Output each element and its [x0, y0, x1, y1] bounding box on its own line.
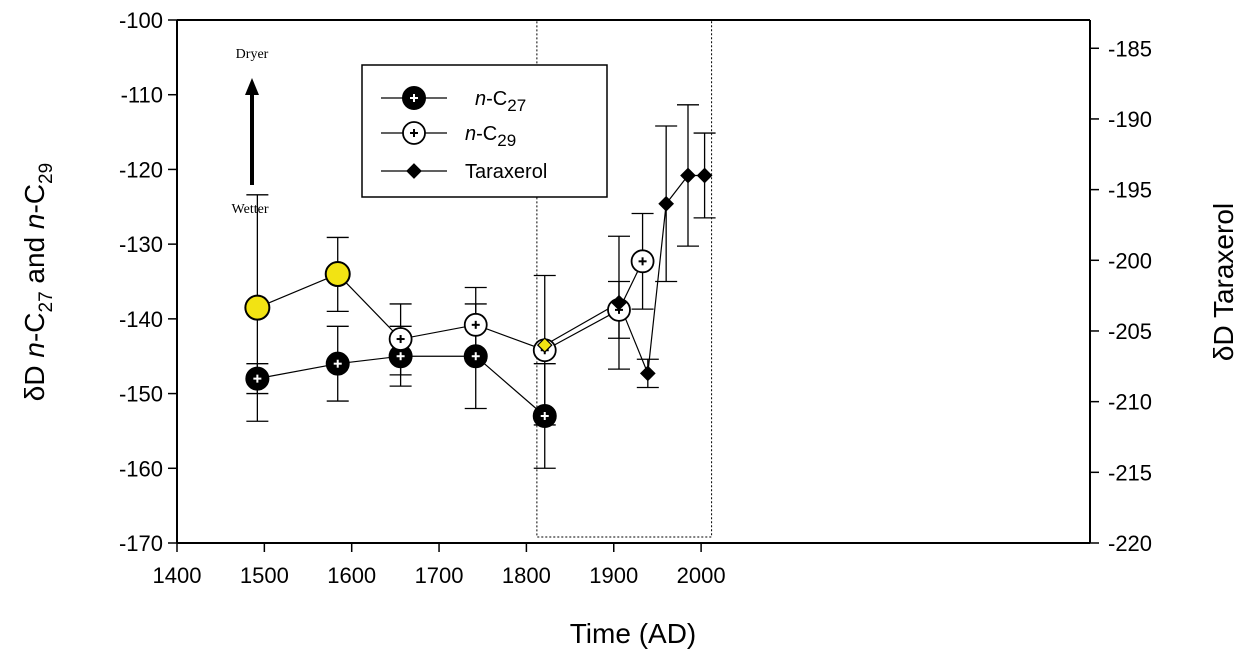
y-left-tick-label: -100 — [119, 8, 163, 33]
y-left-title-sub1: 27 — [36, 291, 57, 312]
series-layer — [244, 104, 716, 469]
markers-n-c27 — [245, 344, 557, 428]
legend-label-nc29: n-C29 — [465, 123, 516, 150]
data-point — [324, 261, 351, 288]
errorbars-n-c29 — [246, 194, 654, 426]
legend-item-taraxerol: Taraxerol — [381, 161, 547, 183]
legend-marker-nc27 — [402, 86, 426, 110]
data-point — [639, 365, 656, 382]
legend-marker-nc29 — [402, 121, 426, 145]
legend: n-C27 n-C29 Taraxerol — [361, 64, 608, 198]
y-right-tick-label: -190 — [1108, 107, 1152, 132]
y-left-tick-label: -120 — [119, 157, 163, 182]
legend-marker-taraxerol — [406, 163, 422, 179]
dryer-arrow-head — [245, 78, 259, 95]
y-left-title-n1: n — [19, 342, 50, 358]
x-tick-label: 1900 — [589, 563, 638, 588]
series-line-n-c29 — [257, 261, 644, 351]
legend-item-nc29: n-C29 — [381, 121, 516, 150]
data-point — [658, 195, 675, 212]
y-left-title-delta: δ — [19, 386, 50, 402]
y-left-title-c1: -C — [19, 312, 50, 342]
x-tick-label: 1800 — [502, 563, 551, 588]
data-point — [680, 167, 696, 184]
legend-label-taraxerol: Taraxerol — [465, 161, 547, 183]
y-right-tick-label: -205 — [1108, 319, 1152, 344]
x-ticks: 1400 1500 1600 1700 1800 1900 2000 — [153, 543, 726, 588]
y-left-tick-label: -170 — [119, 531, 163, 556]
x-tick-label: 2000 — [677, 563, 726, 588]
y-right-tick-label: -200 — [1108, 248, 1152, 273]
y-right-tick-label: -195 — [1108, 178, 1152, 203]
x-tick-label: 1500 — [240, 563, 289, 588]
y-right-tick-label: -185 — [1108, 36, 1152, 61]
y-left-title-n2: n — [19, 213, 50, 229]
y-left-tick-label: -130 — [119, 232, 163, 257]
x-axis-title: Time (AD) — [570, 618, 697, 649]
x-tick-label: 1700 — [415, 563, 464, 588]
y-left-title-group: δD n-C27 and n-C29 — [19, 163, 57, 401]
markers-n-c29 — [244, 249, 655, 363]
y-left-tick-label: -150 — [119, 382, 163, 407]
y-right-title-group: δD Taraxerol — [1208, 203, 1239, 361]
data-point — [244, 294, 271, 321]
y-left-title-sub2: 29 — [36, 163, 57, 184]
y-left-axis-title: δD n-C27 and n-C29 — [19, 163, 57, 401]
dryer-label: Dryer — [236, 47, 269, 62]
y-left-ticks: -170 -160 -150 -140 -130 -120 -110 -100 — [119, 8, 177, 556]
series-line-taraxerol — [544, 174, 705, 374]
highlight-box — [536, 19, 713, 538]
y-left-title-d: D — [19, 358, 50, 386]
y-left-tick-label: -160 — [119, 456, 163, 481]
y-right-axis-title: δD Taraxerol — [1208, 203, 1239, 361]
y-left-tick-label: -110 — [121, 83, 163, 108]
legend-item-nc27: n-C27 — [381, 86, 526, 115]
y-right-tick-label: -215 — [1108, 460, 1152, 485]
markers-taraxerol — [536, 167, 713, 382]
y-left-title-c2: -C — [19, 184, 50, 214]
y-right-ticks: -220 -215 -210 -205 -200 -195 -190 -185 — [1090, 36, 1152, 556]
legend-marker-shape — [406, 163, 422, 179]
legend-label-nc27: n-C27 — [475, 88, 526, 115]
data-point — [611, 294, 627, 311]
y-right-tick-label: -220 — [1108, 531, 1152, 556]
x-tick-label: 1600 — [327, 563, 376, 588]
wetter-label: Wetter — [232, 202, 269, 217]
data-point — [696, 167, 713, 184]
y-left-tick-label: -140 — [119, 307, 163, 332]
y-left-title-and: and — [19, 229, 50, 291]
data-point — [536, 337, 553, 353]
x-tick-label: 1400 — [153, 563, 202, 588]
y-right-tick-label: -210 — [1108, 390, 1152, 415]
